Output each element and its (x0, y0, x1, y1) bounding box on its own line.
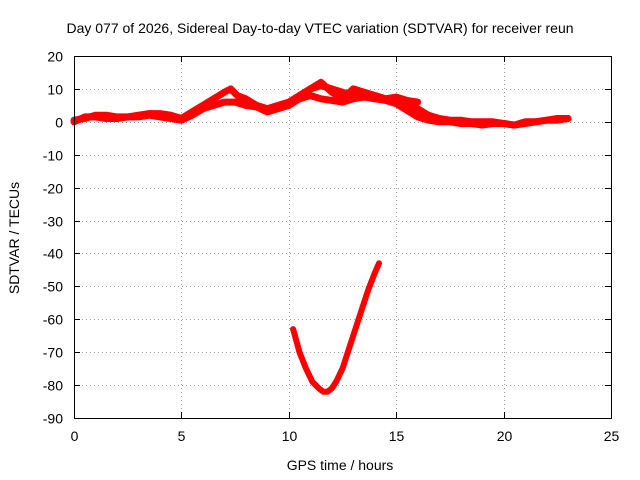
series-group (70, 78, 572, 395)
plot-frame (74, 56, 612, 419)
series-line-main-band-b (70, 92, 572, 129)
y-tick-label: -60 (43, 312, 63, 328)
y-tick-label: -20 (43, 181, 63, 197)
y-tick-label: -80 (43, 378, 63, 394)
grid (74, 56, 611, 418)
x-axis-label: GPS time / hours (287, 457, 394, 473)
x-tick-label: 10 (282, 428, 298, 444)
x-tick-label: 15 (389, 428, 405, 444)
y-tick-label: -40 (43, 246, 63, 262)
series-line-main-band-c (296, 78, 422, 106)
series-line-dip (290, 260, 382, 395)
x-tick-label: 25 (604, 428, 620, 444)
y-tick-label: -70 (43, 345, 63, 361)
y-tick-label: -50 (43, 279, 63, 295)
y-tick-label: -90 (43, 411, 63, 427)
series-line-main-band-a (70, 82, 572, 129)
y-tick-label: 20 (47, 49, 63, 65)
x-tick-label: 20 (497, 428, 513, 444)
x-tick-label: 0 (71, 428, 79, 444)
y-tick-label: -10 (43, 148, 63, 164)
chart-title: Day 077 of 2026, Sidereal Day-to-day VTE… (66, 20, 573, 36)
y-tick-label: 10 (47, 82, 63, 98)
x-tick-label: 5 (178, 428, 186, 444)
y-axis-label: SDTVAR / TECUs (6, 182, 22, 294)
y-tick-label: -30 (43, 214, 63, 230)
y-tick-label: 0 (55, 115, 63, 131)
